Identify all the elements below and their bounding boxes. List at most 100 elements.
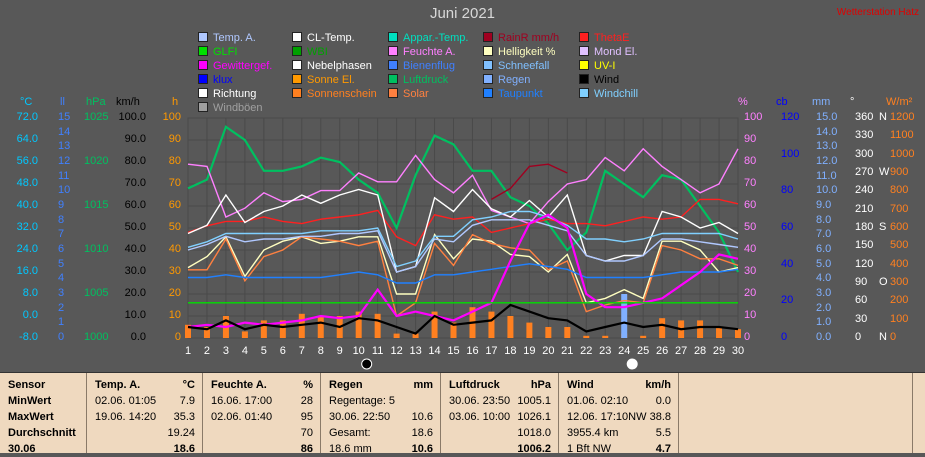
legend-label: CL-Temp. (307, 32, 355, 44)
bar-sonnenschein (602, 335, 609, 338)
stats-cell-value: 10.6 (411, 411, 433, 423)
legend-swatch (579, 88, 589, 98)
legend-item: Sonnenschein (292, 88, 377, 100)
tick-dir: S (879, 221, 887, 233)
legend-item: Richtung (198, 88, 256, 100)
series-line-gewittergef- (187, 213, 739, 329)
legend-label: Taupunkt (498, 88, 543, 100)
tick-mm: 7.0 (816, 228, 832, 241)
tick-mm: 13.0 (816, 140, 838, 153)
tick-pct: 0 (744, 331, 751, 343)
tick-pct: 50 (744, 221, 757, 233)
tick-wm2: 900 (890, 166, 909, 178)
stats-column-unit: mm (413, 379, 433, 391)
tick-deg: 300 (855, 147, 874, 160)
tick-pct: 70 (744, 177, 757, 189)
stats-cell-value: 5.5 (655, 427, 671, 439)
stats-cell-value: 1005.1 (517, 395, 551, 407)
stats-column-title: Feuchte A. (211, 379, 267, 391)
tick-h: 10 (168, 309, 181, 321)
tick-temp: 48.0 (16, 177, 38, 189)
axis-unit-h: h (172, 96, 179, 108)
x-tick: 18 (504, 345, 517, 357)
tick-pct: 80 (744, 155, 757, 167)
tick-kmh: 20.0 (124, 287, 146, 299)
tick-uv: 7 (58, 228, 65, 241)
tick-deg: 270 (855, 166, 874, 178)
legend-item: GLFI (198, 46, 237, 58)
tick-temp: 72.0 (16, 111, 38, 123)
legend-item: klux (198, 74, 233, 86)
legend-item: Gewittergef. (198, 60, 272, 72)
legend-item: WBI (292, 46, 328, 58)
legend-label: klux (213, 74, 233, 86)
series-line-solar (188, 233, 739, 318)
stats-cell-value: 38.8 (649, 411, 671, 423)
stats-cell-note: 01.06. 02:10 (567, 395, 629, 407)
tick-hpa: 1000 (84, 331, 109, 343)
tick-kmh: 100.0 (118, 111, 146, 123)
stats-edge (912, 373, 925, 453)
stats-row-labels: Sensor MinWert MaxWert Durchschnitt 30.0… (0, 373, 86, 455)
legend-item: CL-Temp. (292, 32, 355, 44)
stats-cell-value: 7.9 (179, 395, 195, 407)
x-tick: 26 (656, 345, 669, 357)
tick-hpa: 1005 (84, 287, 109, 299)
legend-swatch (483, 88, 493, 98)
bar-sonnenschein (355, 311, 362, 338)
tick-dir: O (879, 276, 888, 288)
stats-cell-value: 1026.1 (517, 411, 551, 423)
legend-item: Helligkeit % (483, 46, 555, 58)
tick-h: 60 (168, 199, 181, 211)
tick-pct: 30 (744, 265, 757, 277)
tick-h: 20 (168, 287, 181, 299)
legend-label: Luftdruck (403, 74, 449, 86)
x-tick: 24 (618, 345, 631, 357)
x-tick: 27 (674, 345, 688, 357)
legend-item: Mond El. (579, 46, 637, 58)
legend-swatch (198, 60, 208, 70)
tick-pct: 20 (744, 287, 757, 299)
bar-sonnenschein (260, 320, 267, 338)
legend-item: Bienenflug (388, 60, 455, 72)
bar-sonnenschein (393, 333, 400, 338)
stats-column-unit: km/h (645, 379, 671, 391)
x-tick: 4 (241, 345, 248, 357)
x-tick: 29 (712, 345, 726, 357)
stats-column: Temp. A. °C 02.06. 01:05 7.9 19.06. 14:20 35.… (86, 373, 203, 455)
moon-icon-new (361, 358, 373, 370)
tick-h: 30 (168, 265, 181, 277)
tick-mm: 3.0 (816, 287, 832, 299)
legend-item: Windchill (579, 88, 638, 100)
x-tick: 5 (260, 345, 267, 357)
legend-swatch (292, 32, 302, 42)
tick-hpa: 1020 (84, 155, 109, 167)
legend-label: Sonne El. (307, 74, 355, 86)
legend-item: Sonne El. (292, 74, 355, 86)
tick-uv: 3 (58, 287, 65, 299)
legend-item: Temp. A. (198, 32, 256, 44)
stats-table: Sensor MinWert MaxWert Durchschnitt 30.0… (0, 372, 925, 455)
legend-item: Appar.-Temp. (388, 32, 468, 44)
stats-cell-note: 19.06. 14:20 (95, 411, 157, 423)
tick-kmh: 80.0 (124, 155, 146, 167)
tick-deg: 210 (855, 202, 874, 215)
tick-dir: W (879, 166, 890, 178)
tick-kmh: 70.0 (124, 177, 146, 189)
tick-temp: 8.0 (22, 287, 38, 299)
bar-sonnenschein (317, 316, 324, 338)
x-tick: 10 (352, 345, 365, 357)
bar-sonnenschein (185, 324, 191, 338)
tick-uv: 10 (58, 184, 71, 197)
tick-temp: 64.0 (16, 133, 38, 145)
row-label-min: MinWert (8, 395, 52, 407)
stats-cell-value: 18.6 (173, 443, 195, 455)
series-line-wind (187, 303, 739, 335)
tick-temp: 32.0 (16, 221, 38, 233)
tick-kmh: 40.0 (124, 243, 146, 255)
bar-sonnenschein (564, 327, 571, 338)
tick-uv: 1 (58, 316, 65, 329)
axis-unit-kmh: km/h (116, 96, 140, 108)
axis-unit-temp: °C (20, 96, 33, 108)
stats-column-title: Regen (329, 379, 363, 391)
